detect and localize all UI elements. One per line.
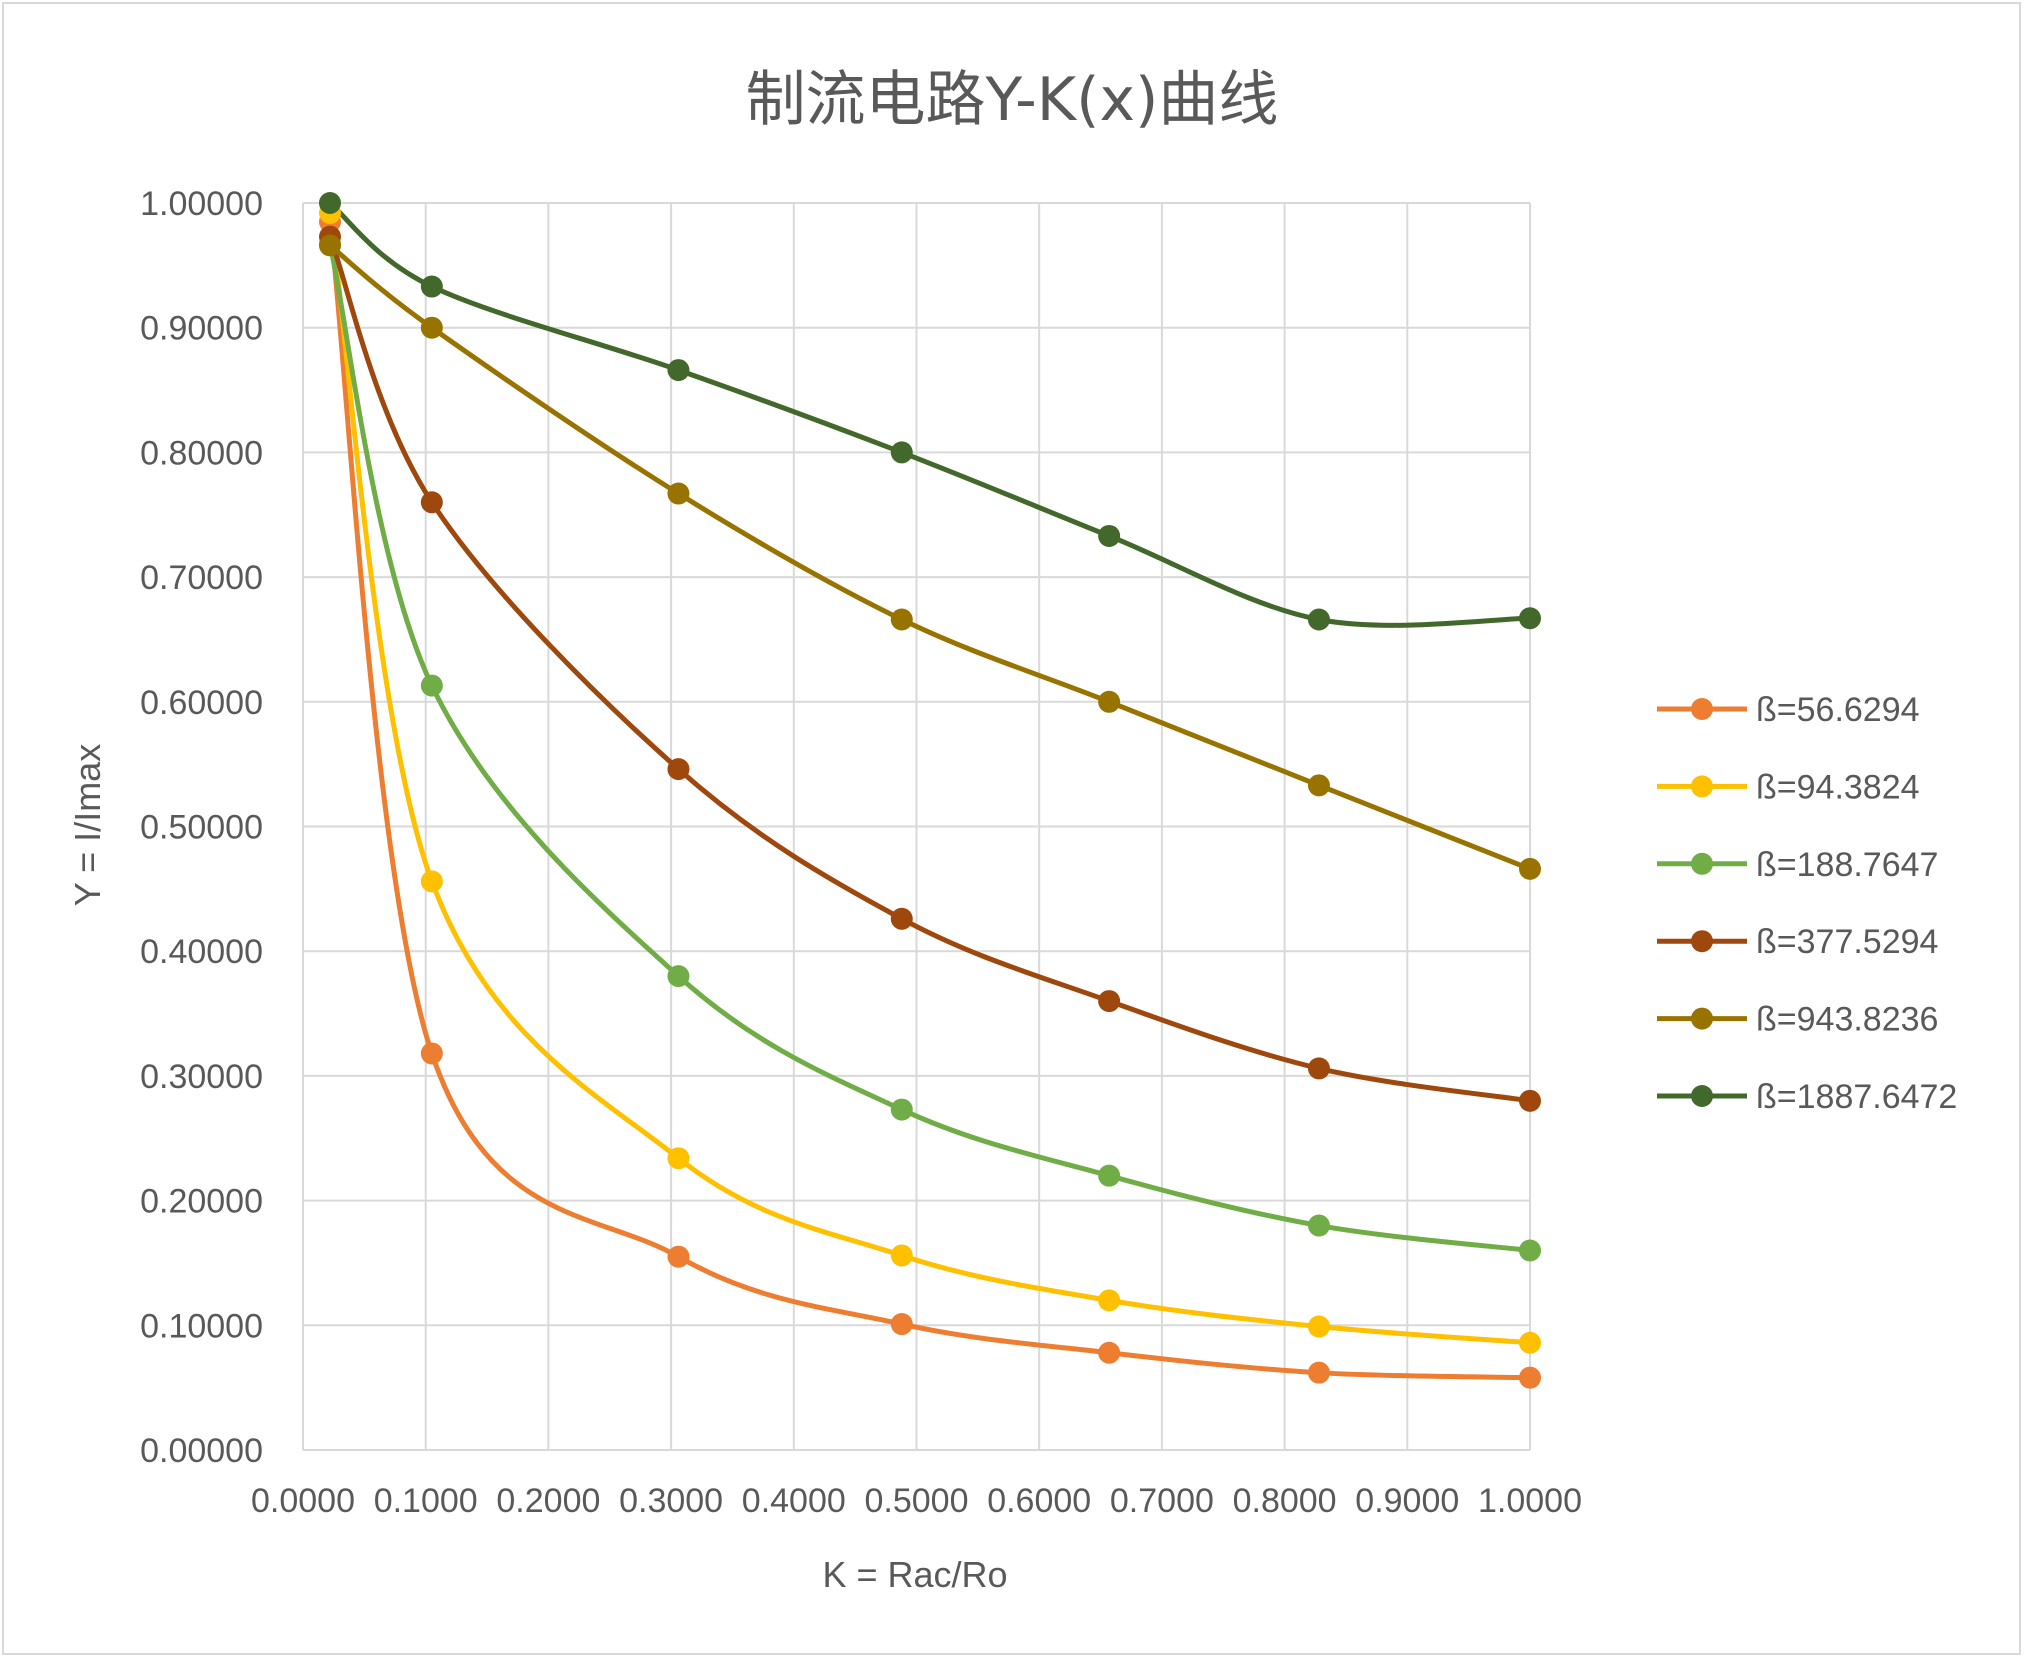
data-point <box>420 674 443 697</box>
data-point <box>667 359 690 382</box>
data-point <box>1098 1164 1121 1187</box>
data-point <box>420 870 443 893</box>
series-line <box>327 234 1533 1104</box>
x-tick-label: 0.3000 <box>619 1482 723 1520</box>
legend-label: ß=1887.6472 <box>1756 1078 1957 1116</box>
legend-item: ß=94.3824 <box>1657 768 1920 806</box>
data-point <box>318 192 341 214</box>
data-point <box>1098 524 1121 547</box>
chart-title: 制流电路Y-K(x)曲线 <box>746 65 1279 135</box>
y-tick-label: 1.00000 <box>140 185 263 223</box>
data-point <box>420 316 443 339</box>
legend-label: ß=188.7647 <box>1756 846 1938 884</box>
data-point <box>1519 1366 1541 1389</box>
legend-marker <box>1691 852 1713 875</box>
x-tick-label: 0.0000 <box>251 1482 355 1520</box>
series-line <box>327 241 1533 1253</box>
y-tick-label: 0.80000 <box>140 434 263 472</box>
data-point <box>1098 1341 1121 1364</box>
data-point <box>1307 1361 1330 1384</box>
legend-label: ß=943.8236 <box>1756 1001 1938 1039</box>
legend-label: ß=94.3824 <box>1756 768 1920 806</box>
data-point <box>420 491 443 514</box>
series-line <box>327 219 1533 1381</box>
y-tick-label: 0.20000 <box>140 1183 263 1221</box>
data-point <box>890 608 913 631</box>
data-point <box>318 234 341 257</box>
x-tick-label: 0.7000 <box>1110 1482 1214 1520</box>
legend-label: ß=56.6294 <box>1756 691 1920 729</box>
data-point <box>1307 1057 1330 1080</box>
data-point <box>890 441 913 464</box>
y-tick-label: 0.10000 <box>140 1307 263 1345</box>
y-tick-label: 0.70000 <box>140 559 263 597</box>
data-point <box>890 907 913 930</box>
legend-item: ß=1887.6472 <box>1657 1078 1957 1116</box>
series-line <box>327 242 1533 872</box>
y-tick-label: 0.30000 <box>140 1058 263 1096</box>
data-point <box>667 758 690 781</box>
x-axis-title: K = Rac/Ro <box>822 1554 1007 1595</box>
data-point <box>1098 990 1121 1013</box>
series-line <box>327 210 1533 1346</box>
chart-grid <box>302 202 1531 1451</box>
x-tick-label: 0.9000 <box>1355 1482 1459 1520</box>
data-point <box>1098 1289 1121 1312</box>
data-point <box>667 965 690 988</box>
y-tick-label: 0.00000 <box>140 1432 263 1470</box>
legend-marker <box>1691 1007 1713 1030</box>
data-point <box>1307 774 1330 797</box>
legend: ß=56.6294 ß=94.3824 ß=188.7647 ß=377.5294 ß=… <box>1657 691 1957 1116</box>
data-point <box>1098 690 1121 713</box>
data-point <box>1519 1331 1541 1354</box>
x-tick-label: 0.6000 <box>987 1482 1091 1520</box>
data-point <box>667 1245 690 1268</box>
legend-item: ß=56.6294 <box>1657 691 1920 729</box>
legend-marker <box>1691 930 1713 953</box>
x-axis-ticks: 0.0000 0.1000 0.2000 0.3000 0.4000 0.5000 0.60… <box>251 1482 1582 1520</box>
legend-marker <box>1691 775 1713 798</box>
y-axis-title: Y = I/Imax <box>67 744 108 906</box>
data-point <box>1307 1315 1330 1338</box>
x-tick-label: 0.1000 <box>374 1482 478 1520</box>
series-line <box>327 200 1533 628</box>
data-point <box>1519 857 1541 880</box>
legend-marker <box>1691 1085 1713 1107</box>
x-tick-label: 0.4000 <box>742 1482 846 1520</box>
data-point <box>890 1098 913 1121</box>
legend-marker <box>1691 698 1713 720</box>
y-tick-label: 0.40000 <box>140 933 263 971</box>
data-point <box>420 1042 443 1065</box>
x-tick-label: 0.2000 <box>496 1482 600 1520</box>
y-axis-ticks: 0.00000 0.10000 0.20000 0.30000 0.40000 0.500… <box>140 185 263 1470</box>
data-point <box>667 482 690 505</box>
x-tick-label: 0.8000 <box>1233 1482 1337 1520</box>
data-point <box>890 1244 913 1267</box>
data-point <box>1307 1214 1330 1237</box>
data-point <box>1519 1239 1541 1262</box>
legend-item: ß=377.5294 <box>1657 923 1938 961</box>
series-points <box>318 192 1541 1389</box>
data-point <box>890 1313 913 1336</box>
data-point <box>1307 608 1330 631</box>
y-tick-label: 0.50000 <box>140 809 263 847</box>
data-point <box>667 1147 690 1170</box>
legend-item: ß=943.8236 <box>1657 1001 1938 1039</box>
data-point <box>1519 607 1541 630</box>
data-point <box>420 275 443 298</box>
y-tick-label: 0.60000 <box>140 684 263 722</box>
y-tick-label: 0.90000 <box>140 310 263 348</box>
data-point <box>1519 1089 1541 1112</box>
legend-item: ß=188.7647 <box>1657 846 1938 884</box>
x-tick-label: 1.0000 <box>1478 1482 1582 1520</box>
x-tick-label: 0.5000 <box>865 1482 969 1520</box>
legend-label: ß=377.5294 <box>1756 923 1938 961</box>
